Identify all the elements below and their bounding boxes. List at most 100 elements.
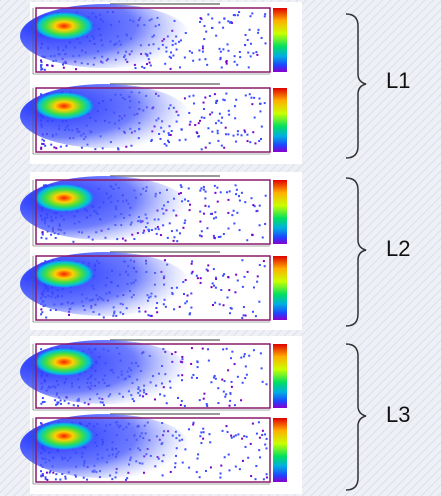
color-bar — [273, 256, 287, 320]
heat-cell — [236, 279, 239, 282]
heat-cell — [245, 435, 248, 438]
heat-cell — [149, 314, 152, 317]
heat-cell — [248, 28, 251, 31]
heat-cell — [41, 231, 44, 234]
heat-cell — [265, 437, 268, 440]
brace — [345, 13, 367, 159]
heat-cell — [181, 355, 184, 358]
plot — [20, 83, 287, 155]
heat-cell — [231, 350, 234, 353]
heat-cell — [230, 307, 233, 310]
heat-cell — [218, 112, 221, 115]
heat-cell — [196, 366, 199, 369]
heat-cell — [197, 135, 200, 138]
heat-cell — [209, 466, 212, 469]
heat-core — [34, 260, 94, 288]
heat-cell — [165, 144, 168, 147]
heat-cell — [40, 348, 43, 351]
heat-cell — [244, 314, 247, 317]
heat-cell — [201, 47, 204, 50]
heat-cell — [178, 305, 181, 308]
heat-cell — [254, 315, 257, 318]
heat-cell — [214, 301, 217, 304]
heat-cell — [41, 138, 44, 141]
color-bar — [273, 418, 287, 482]
heat-cell — [234, 434, 237, 437]
heat-cell — [252, 286, 255, 289]
heat-cell — [211, 282, 214, 285]
heat-cell — [227, 453, 230, 456]
heat-cell — [248, 354, 251, 357]
heat-cell — [195, 471, 198, 474]
heat-cell — [176, 240, 179, 243]
heat-cell — [229, 357, 232, 360]
heat-cell — [179, 404, 182, 407]
heat-cell — [46, 478, 49, 481]
heat-cell — [206, 404, 209, 407]
heat-cell — [54, 236, 57, 239]
heat-cell — [228, 404, 231, 407]
heat-cell — [230, 434, 233, 437]
color-bar — [273, 8, 287, 72]
heat-cell — [189, 203, 192, 206]
heat-cell — [239, 56, 242, 59]
heat-cell — [233, 222, 236, 225]
heat-cell — [228, 469, 231, 472]
heat-cell — [244, 34, 247, 37]
heat-cell — [213, 374, 216, 377]
heat-cell — [228, 190, 231, 193]
heat-cell — [196, 361, 199, 364]
heat-cell — [220, 121, 223, 124]
heat-cell — [102, 316, 105, 319]
heat-cell — [94, 148, 97, 151]
heat-cell — [243, 275, 246, 278]
heat-cell — [163, 394, 166, 397]
heat-cell — [262, 260, 265, 263]
heat-cell — [44, 477, 47, 480]
heat-cell — [40, 61, 43, 64]
heat-cell — [198, 399, 201, 402]
heat-cell — [236, 14, 239, 17]
heat-cell — [232, 14, 235, 17]
heat-cell — [256, 280, 259, 283]
heat-cell — [240, 191, 243, 194]
heat-cell — [228, 289, 231, 292]
heat-cell — [227, 133, 230, 136]
heat-cell — [215, 34, 218, 37]
heat-cell — [101, 147, 104, 150]
heat-cell — [259, 456, 262, 459]
heat-cell — [192, 373, 195, 376]
plot — [20, 3, 287, 75]
heat-cell — [191, 51, 194, 54]
heat-cell — [188, 123, 191, 126]
heat-cell — [166, 236, 169, 239]
heat-cell — [178, 139, 181, 142]
plot-frame — [35, 343, 271, 409]
heat-cell — [209, 113, 212, 116]
heat-cell — [258, 97, 261, 100]
heat-cell — [236, 375, 239, 378]
heat-cell — [225, 425, 228, 428]
heat-cell — [243, 355, 246, 358]
color-bar — [273, 344, 287, 408]
heat-cell — [149, 64, 152, 67]
heat-cell — [229, 21, 232, 24]
heat-cell — [200, 187, 203, 190]
heat-cell — [192, 421, 195, 424]
heat-cell — [53, 146, 56, 149]
heat-cell — [75, 68, 78, 71]
heat-cell — [207, 205, 210, 208]
heat-cell — [250, 475, 253, 478]
heat-cell — [204, 204, 207, 207]
heat-cell — [180, 186, 183, 189]
heat-cell — [40, 147, 43, 150]
heat-cell — [253, 205, 256, 208]
heat-core — [34, 92, 94, 120]
heat-cell — [243, 435, 246, 438]
heat-cell — [212, 304, 215, 307]
heat-cell — [255, 465, 258, 468]
heat-cell — [116, 147, 119, 150]
heat-cell — [52, 471, 55, 474]
heat-cell — [168, 141, 171, 144]
heat-cell — [259, 352, 262, 355]
